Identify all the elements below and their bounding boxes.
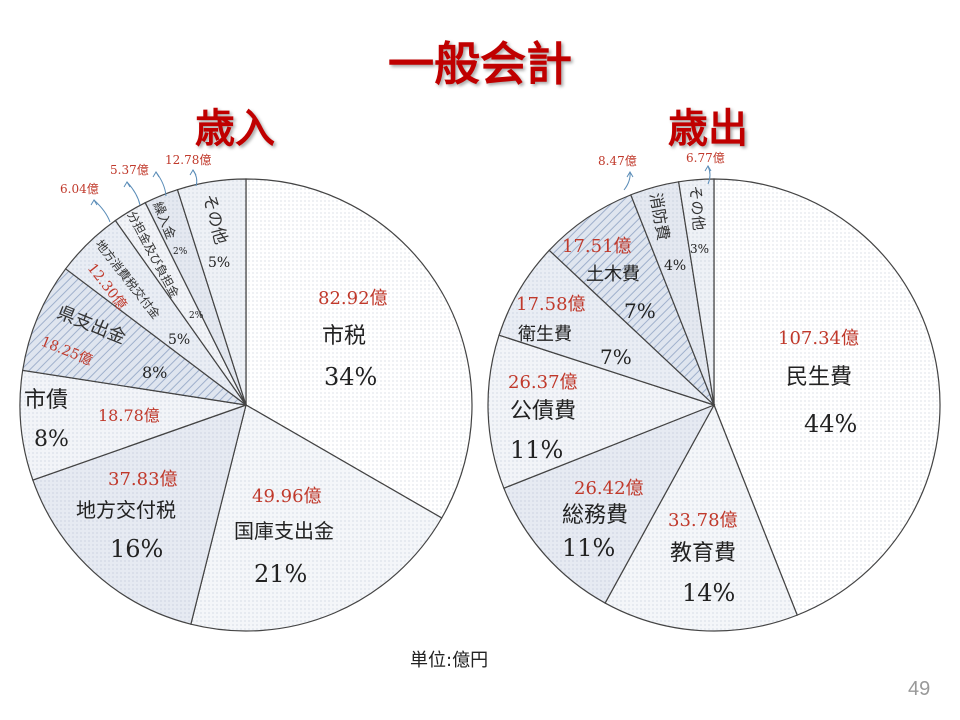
revenue-label-percent-5: 5% xyxy=(168,332,190,348)
revenue-label-amount-6: 6.04億 xyxy=(60,182,99,196)
revenue-pie xyxy=(19,178,473,632)
expenditure-slice-texture-3 xyxy=(487,334,716,489)
expenditure-label-percent-5: 7% xyxy=(624,299,656,323)
revenue-label-name-2: 地方交付税 xyxy=(76,498,176,522)
revenue-slice-texture-1 xyxy=(190,404,443,632)
expenditure-label-amount-1: 33.78億 xyxy=(668,510,738,531)
expenditure-label-amount-3: 26.37億 xyxy=(508,372,578,393)
expenditure-slice-texture-7 xyxy=(677,178,715,406)
expenditure-slice-texture-2 xyxy=(503,403,716,604)
revenue-callout-arrow-8 xyxy=(189,169,198,187)
expenditure-label-percent-4: 7% xyxy=(600,345,632,369)
expenditure-label-amount-6: 8.47億 xyxy=(598,154,637,168)
revenue-label-percent-3: 8% xyxy=(34,427,69,452)
expenditure-label-percent-1: 14% xyxy=(682,579,735,607)
expenditure-slice-texture-1 xyxy=(604,403,798,632)
revenue-label-amount-2: 37.83億 xyxy=(108,469,178,490)
revenue-label-percent-6: 2% xyxy=(189,311,204,321)
expenditure-callout-arrow-7 xyxy=(704,165,712,185)
expenditure-label-name-1: 教育費 xyxy=(670,541,736,566)
expenditure-label-name-3: 公債費 xyxy=(510,399,576,424)
expenditure-label-amount-5: 17.51億 xyxy=(562,236,632,257)
revenue-slice-texture-8 xyxy=(176,178,247,406)
revenue-label-amount-1: 49.96億 xyxy=(252,486,322,507)
revenue-chart-title: 歳入 xyxy=(195,106,275,152)
revenue-label-amount-7: 5.37億 xyxy=(110,163,149,177)
expenditure-label-percent-6: 4% xyxy=(664,258,686,274)
unit-note: 単位:億円 xyxy=(410,650,489,671)
expenditure-callout-arrow-6 xyxy=(623,171,634,191)
revenue-callout-arrow-6 xyxy=(90,199,111,223)
revenue-label-percent-4: 8% xyxy=(142,363,167,382)
revenue-slice-texture-3 xyxy=(19,369,247,481)
expenditure-label-percent-2: 11% xyxy=(562,534,615,562)
revenue-label-amount-8: 12.78億 xyxy=(165,153,211,167)
expenditure-chart-title: 歳出 xyxy=(668,106,748,152)
expenditure-label-name-7: その他 xyxy=(686,185,708,231)
revenue-slice-texture-2 xyxy=(32,404,247,625)
expenditure-label-amount-0: 107.34億 xyxy=(778,328,859,349)
expenditure-label-name-2: 総務費 xyxy=(562,503,628,528)
page-number: 49 xyxy=(908,678,931,700)
revenue-label-name-1: 国庫支出金 xyxy=(234,519,334,543)
revenue-callout-arrow-7 xyxy=(123,181,141,206)
expenditure-label-percent-7: 3% xyxy=(690,242,709,256)
revenue-label-percent-7: 2% xyxy=(173,247,188,257)
revenue-label-percent-8: 5% xyxy=(208,255,230,271)
revenue-label-name-3: 市債 xyxy=(24,388,68,413)
expenditure-label-name-4: 衛生費 xyxy=(518,324,572,345)
revenue-callout-arrow-5 xyxy=(152,171,167,197)
expenditure-label-percent-0: 44% xyxy=(804,410,857,438)
expenditure-pie xyxy=(487,178,941,632)
expenditure-label-amount-7: 6.77億 xyxy=(686,151,725,165)
revenue-label-name-0: 市税 xyxy=(322,324,366,349)
expenditure-label-amount-2: 26.42億 xyxy=(574,478,644,499)
expenditure-slice-texture-0 xyxy=(713,178,941,616)
revenue-label-amount-3: 18.78億 xyxy=(98,406,160,425)
expenditure-label-name-0: 民生費 xyxy=(786,365,852,390)
revenue-label-percent-2: 16% xyxy=(110,535,163,563)
revenue-slice-texture-0 xyxy=(245,178,473,519)
expenditure-label-amount-4: 17.58億 xyxy=(516,294,586,315)
expenditure-label-percent-3: 11% xyxy=(510,436,563,464)
revenue-label-percent-0: 34% xyxy=(324,363,377,391)
page-title: 一般会計 xyxy=(388,37,572,91)
revenue-slice-texture-4 xyxy=(21,267,247,406)
revenue-label-amount-0: 82.92億 xyxy=(318,288,388,309)
revenue-label-percent-1: 21% xyxy=(254,560,307,588)
expenditure-label-name-5: 土木費 xyxy=(586,264,640,285)
